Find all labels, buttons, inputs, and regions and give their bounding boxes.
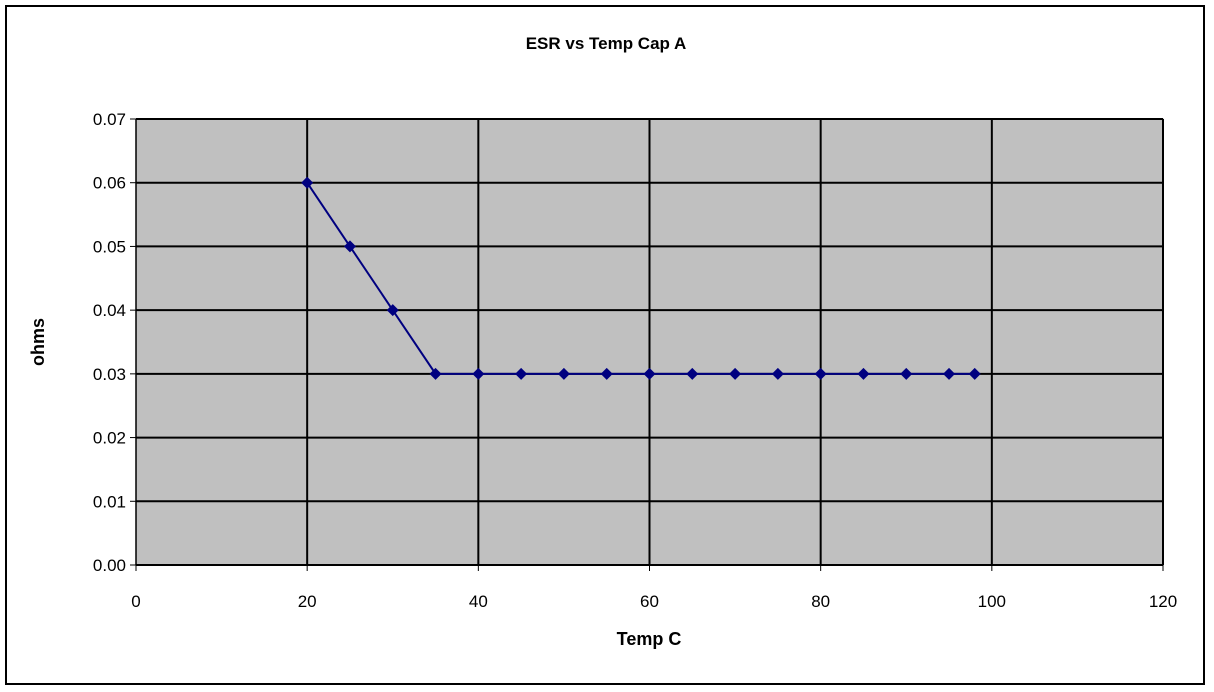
- x-tick-label: 120: [1149, 592, 1177, 611]
- y-tick-label: 0.02: [93, 429, 126, 448]
- data-point: [301, 176, 314, 189]
- data-point: [771, 367, 784, 380]
- data-point: [557, 367, 570, 380]
- chart-title: ESR vs Temp Cap A: [526, 34, 687, 53]
- y-tick-label: 0.06: [93, 174, 126, 193]
- data-point: [729, 367, 742, 380]
- data-point: [686, 367, 699, 380]
- y-tick-label: 0.03: [93, 365, 126, 384]
- tick-labels: 0.00 0.01 0.02 0.03 0.04 0.05 0.06 0.07 0 20 40 60 8…: [93, 110, 1177, 611]
- y-tick-label: 0.07: [93, 110, 126, 129]
- x-tick-label: 0: [131, 592, 140, 611]
- data-point: [814, 367, 827, 380]
- data-point: [943, 367, 956, 380]
- y-tick-label: 0.04: [93, 301, 126, 320]
- x-tick-label: 100: [978, 592, 1006, 611]
- y-tick-label: 0.01: [93, 492, 126, 511]
- x-axis-label: Temp C: [617, 629, 682, 649]
- y-tick-label: 0.00: [93, 556, 126, 575]
- data-point: [600, 367, 613, 380]
- x-tick-label: 80: [811, 592, 830, 611]
- gridlines: [130, 118, 1164, 571]
- data-point: [968, 367, 981, 380]
- data-point: [429, 367, 442, 380]
- x-tick-label: 40: [469, 592, 488, 611]
- data-point: [643, 367, 656, 380]
- y-axis-label: ohms: [28, 318, 48, 366]
- data-point: [900, 367, 913, 380]
- y-tick-label: 0.05: [93, 237, 126, 256]
- series-esr: [301, 176, 981, 380]
- data-point: [857, 367, 870, 380]
- x-tick-label: 60: [640, 592, 659, 611]
- x-tick-label: 20: [298, 592, 317, 611]
- data-point: [515, 367, 528, 380]
- data-point: [343, 240, 356, 253]
- data-point: [472, 367, 485, 380]
- data-point: [386, 304, 399, 317]
